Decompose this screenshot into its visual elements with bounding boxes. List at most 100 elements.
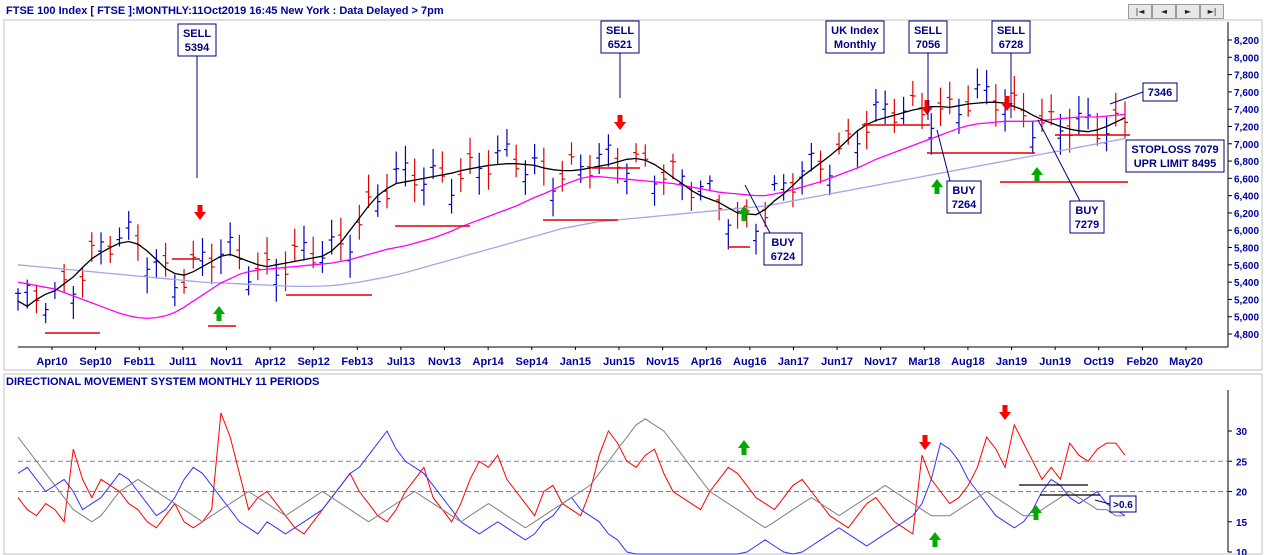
price-bar	[697, 180, 704, 201]
price-bar	[337, 217, 344, 261]
annotation-frame	[763, 232, 803, 266]
price-bar	[356, 204, 363, 240]
annotation-connector	[936, 129, 951, 182]
annotation-text: UPR LIMIT 8495	[1134, 158, 1217, 170]
y-tick-label: 5,800	[1234, 244, 1259, 255]
price-bar	[254, 252, 261, 281]
x-tick-label: Apr10	[36, 356, 67, 368]
x-tick-label: Feb11	[124, 356, 155, 368]
price-bar	[900, 96, 907, 124]
annotation-connector	[1094, 499, 1111, 505]
price-bar	[946, 81, 953, 115]
price-bar	[669, 153, 676, 180]
price-bar	[144, 257, 151, 294]
nav-prev-button[interactable]: ◄	[1152, 4, 1176, 19]
chart-title: FTSE 100 Index [ FTSE ]:MONTHLY:11Oct201…	[6, 5, 444, 17]
price-bar	[1048, 94, 1055, 126]
price-bar	[909, 80, 916, 107]
x-tick-label: Feb13	[341, 356, 373, 368]
y-tick-label: 6,000	[1234, 226, 1259, 237]
price-bar	[15, 288, 21, 311]
price-bar	[826, 164, 833, 196]
price-chart: 4,800 5,000 5,200 5,400 5,600 5,800 6,000 6,200…	[15, 20, 1259, 368]
annotation-text: 6728	[999, 39, 1023, 51]
annotation-frame	[1142, 82, 1178, 102]
dms-y-tick-label: 20	[1236, 488, 1248, 499]
price-bar	[98, 232, 105, 265]
price-bar	[384, 173, 390, 209]
dms-y-tick-label: 15	[1236, 518, 1248, 529]
nav-first-button[interactable]: |◄	[1128, 4, 1152, 19]
y-tick-label: 4,800	[1234, 330, 1259, 341]
dms-annotation-box: >0.6	[1094, 495, 1137, 513]
dms-panel-frame	[3, 373, 1263, 555]
dms-indicator-chart: 10 15 20 25 30 >0.6	[17, 405, 1248, 555]
annotation-text: SELL	[606, 25, 634, 37]
price-bar	[1029, 120, 1036, 154]
nav-next-button[interactable]: ►	[1176, 4, 1200, 19]
annotation-frame	[1109, 495, 1137, 513]
annotation-frame	[1069, 200, 1105, 234]
price-bar	[872, 88, 879, 122]
price-bar	[596, 143, 603, 175]
price-bar	[42, 302, 49, 324]
price-bar	[448, 178, 455, 214]
x-tick-label: Sep10	[79, 356, 111, 368]
price-bar	[540, 147, 547, 186]
annotation-sell-box: SELL 7056	[908, 20, 948, 120]
minus-di-line	[17, 430, 1126, 555]
annotation-connector	[1109, 91, 1144, 105]
y-tick-label: 6,200	[1234, 209, 1259, 220]
price-bar	[1085, 97, 1092, 130]
adx-line	[17, 418, 1125, 529]
annotation-frame	[1125, 139, 1225, 173]
price-bar	[1011, 76, 1018, 111]
annotation-connector	[1037, 119, 1081, 202]
buy-arrow-icon	[931, 179, 943, 194]
annotation-price-box: 7346	[1109, 82, 1178, 105]
annotation-text: BUY	[1075, 205, 1099, 217]
price-bar	[771, 175, 778, 191]
dms-title: DIRECTIONAL MOVEMENT SYSTEM MONTHLY 11 P…	[6, 376, 320, 388]
annotation-text: SELL	[997, 25, 1025, 37]
y-tick-label: 6,800	[1234, 157, 1259, 168]
annotation-text: 7346	[1148, 87, 1172, 99]
nav-last-button[interactable]: ►|	[1200, 4, 1224, 19]
price-bar	[753, 223, 759, 255]
price-bar	[891, 98, 898, 133]
price-bar	[467, 137, 474, 175]
price-bar	[808, 142, 815, 172]
price-bar	[605, 134, 612, 167]
buy-arrow-icon	[1031, 167, 1043, 182]
x-tick-label: Aug16	[733, 356, 767, 368]
annotation-text: >0.6	[1113, 500, 1133, 511]
sell-arrow-icon	[999, 405, 1011, 420]
buy-arrow-icon	[929, 532, 941, 547]
price-bar	[965, 85, 972, 117]
price-bar	[70, 286, 77, 320]
magenta-moving-average-line	[17, 113, 1126, 320]
x-tick-label: Oct19	[1083, 356, 1114, 368]
buy-arrow-icon	[738, 440, 750, 455]
annotation-text: 7264	[952, 199, 977, 211]
price-bar	[476, 152, 483, 195]
price-bar	[88, 232, 95, 262]
price-bar	[1038, 98, 1045, 132]
x-tick-label: Feb20	[1126, 356, 1158, 368]
annotation-text: SELL	[914, 25, 942, 37]
y-tick-label: 5,200	[1234, 295, 1259, 306]
buy-arrow-icon	[1030, 505, 1042, 520]
price-bar	[992, 84, 999, 127]
black-moving-average-line	[17, 101, 1126, 308]
price-bar	[282, 251, 289, 292]
price-bar	[734, 201, 741, 229]
annotation-frame	[825, 20, 885, 54]
y-tick-label: 6,400	[1234, 192, 1259, 203]
y-tick-label: 7,800	[1234, 71, 1259, 82]
annotation-text: 5394	[185, 42, 210, 54]
y-tick-label: 7,600	[1234, 88, 1259, 99]
price-bar	[845, 118, 852, 145]
price-bar	[300, 225, 307, 261]
x-tick-label: Jan17	[778, 356, 809, 368]
x-tick-label: Jul13	[387, 356, 415, 368]
